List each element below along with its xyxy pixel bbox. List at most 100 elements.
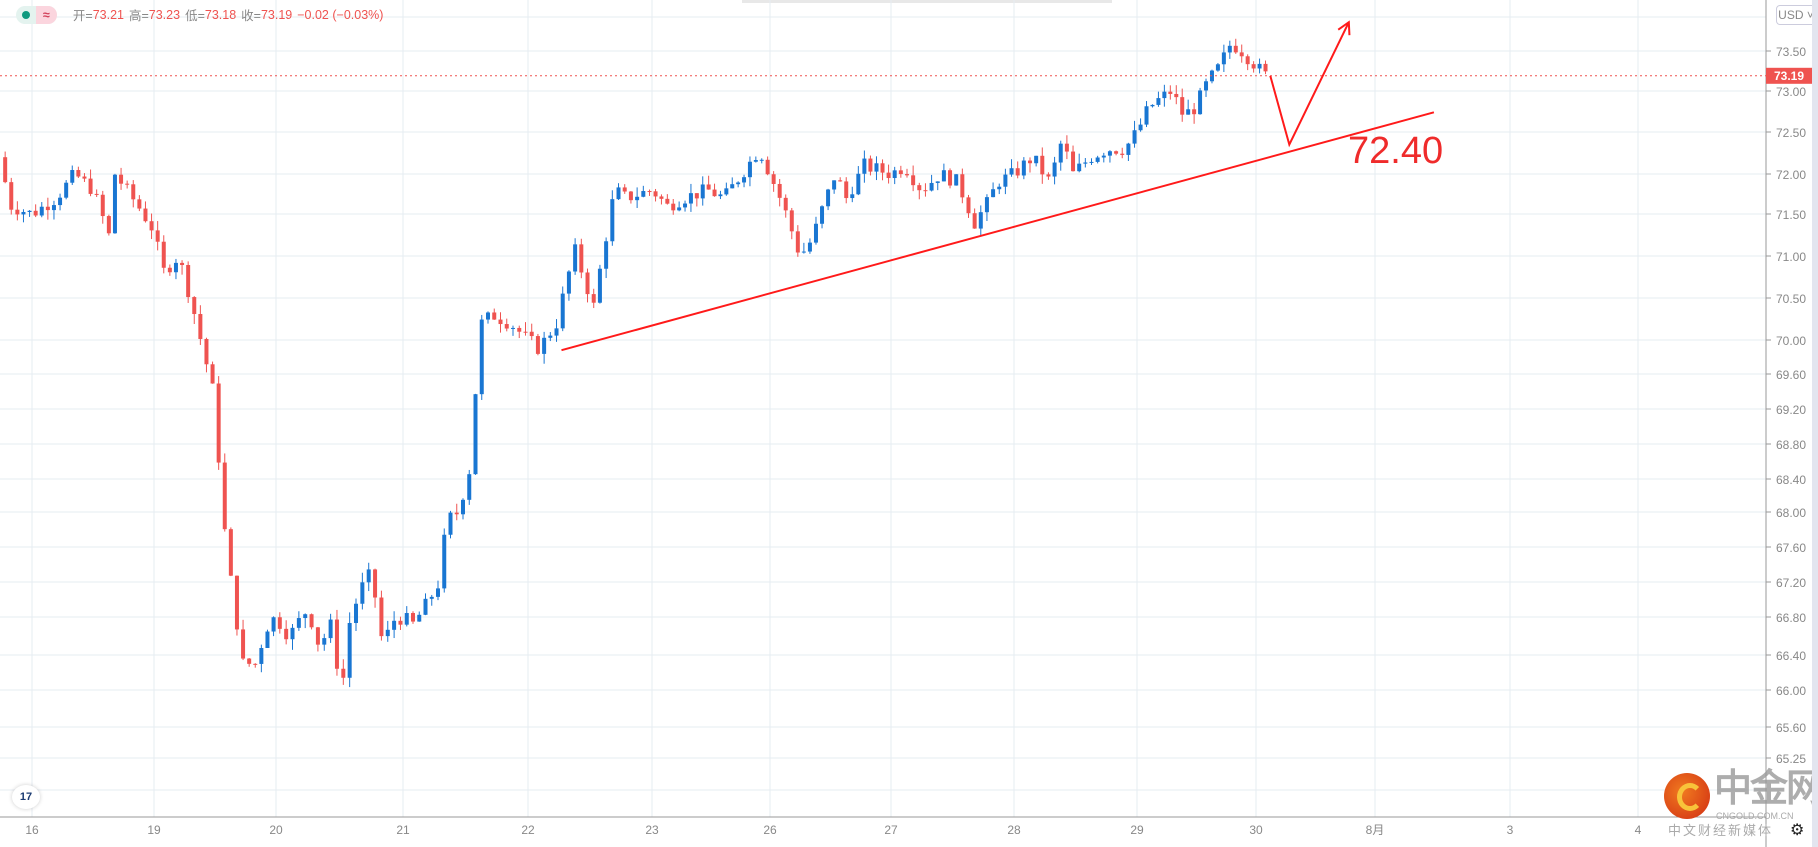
projection-arrow (1269, 21, 1350, 148)
candle-down (1263, 63, 1268, 72)
candle-up (360, 582, 365, 604)
candle-up (759, 159, 764, 161)
candle-down (765, 159, 770, 175)
candle-down (579, 244, 584, 273)
candle-up (1058, 143, 1063, 163)
candle-up (1009, 168, 1014, 175)
candle-up (1156, 98, 1161, 105)
tradingview-logo[interactable]: 17 (12, 785, 40, 809)
y-tick-label: 67.20 (1776, 576, 1806, 590)
candle-down (712, 189, 717, 197)
candle-up (826, 189, 831, 207)
candle-up (892, 170, 897, 179)
symbol-status-pill[interactable]: ≈ (16, 5, 57, 24)
candle-down (379, 597, 384, 637)
candle-down (149, 221, 154, 231)
candle-up (328, 619, 333, 639)
candle-up (736, 182, 741, 185)
candle-down (1040, 155, 1045, 175)
y-tick-label: 65.60 (1776, 721, 1806, 735)
candle-down (222, 462, 227, 530)
candle-down (373, 569, 378, 598)
candle-up (486, 312, 490, 320)
candle-down (198, 314, 203, 339)
current-price-badge (1766, 67, 1812, 84)
candle-up (392, 620, 397, 630)
candle-down (1245, 56, 1250, 65)
candle-up (1221, 52, 1226, 65)
open-label: 开= (72, 9, 93, 23)
watermark-domain: CNGOLD.COM.CN (1716, 811, 1794, 821)
y-tick-label: 73.50 (1776, 45, 1806, 59)
candle-down (210, 364, 215, 384)
y-tick-label: 66.80 (1776, 611, 1806, 625)
candle-down (1046, 174, 1051, 177)
candle-up (1077, 163, 1082, 172)
candle-up (807, 242, 812, 252)
candle-up (1052, 162, 1057, 177)
candle-up (1089, 161, 1094, 163)
candle-up (820, 206, 825, 224)
candle-down (155, 230, 160, 242)
candle-up (832, 180, 837, 190)
candle-up (984, 197, 989, 213)
x-tick-label: 28 (1007, 823, 1021, 837)
y-tick-label: 65.25 (1776, 752, 1806, 766)
candle-down (647, 191, 652, 193)
low-label: 低= (185, 9, 205, 23)
trendline (561, 111, 1435, 352)
candle-down (234, 575, 239, 630)
candle-up (742, 177, 747, 183)
candle-down (838, 180, 843, 182)
scrollbar[interactable] (1812, 0, 1818, 847)
candle-up (27, 210, 32, 212)
candle-down (783, 197, 788, 211)
candle-down (247, 658, 252, 664)
candle-up (436, 588, 440, 597)
candle-up (70, 170, 75, 183)
candle-up (442, 534, 447, 589)
candle-down (180, 262, 185, 266)
x-tick-label: 30 (1249, 823, 1263, 837)
candle-up (874, 163, 879, 172)
candle-down (186, 265, 191, 298)
candle-up (954, 174, 959, 186)
candle-down (706, 184, 711, 190)
candle-up (385, 629, 390, 637)
candle-up (935, 181, 940, 183)
candle-up (724, 188, 729, 195)
candle-down (284, 628, 289, 640)
candle-up (604, 241, 609, 269)
wave-icon: ≈ (36, 5, 57, 24)
x-tick-label: 29 (1130, 823, 1144, 837)
ohlc-legend: ≈ 开= 73.21 高= 73.23 低= 73.18 收= 73.19 −0.02 … (16, 5, 383, 24)
candle-up (610, 199, 615, 242)
candle-down (591, 294, 596, 303)
x-tick-label: 27 (884, 823, 898, 837)
candle-up (1150, 104, 1155, 107)
candle-up (850, 194, 855, 199)
candle-down (504, 324, 509, 329)
candle-down (868, 158, 873, 172)
candle-down (1192, 109, 1197, 115)
candle-up (1215, 64, 1220, 71)
y-tick-label: 68.40 (1776, 473, 1806, 487)
x-tick-label: 22 (521, 823, 535, 837)
candle-down (125, 183, 130, 185)
candle-up (635, 196, 640, 201)
currency-button[interactable]: USD ˅ (1776, 5, 1816, 25)
candle-up (616, 187, 621, 200)
candle-down (1064, 143, 1069, 152)
candle-down (898, 170, 903, 175)
x-tick-label: 8月 (1366, 823, 1385, 837)
candle-up (1186, 109, 1191, 115)
candle-down (341, 668, 346, 678)
candle-up (862, 158, 867, 174)
y-tick-label: 73.00 (1776, 85, 1806, 99)
settings-gear-icon[interactable]: ⚙ (1790, 822, 1805, 839)
candle-down (795, 231, 800, 253)
candle-up (1162, 91, 1167, 99)
candle-up (597, 268, 602, 303)
candle-down (1168, 91, 1173, 94)
